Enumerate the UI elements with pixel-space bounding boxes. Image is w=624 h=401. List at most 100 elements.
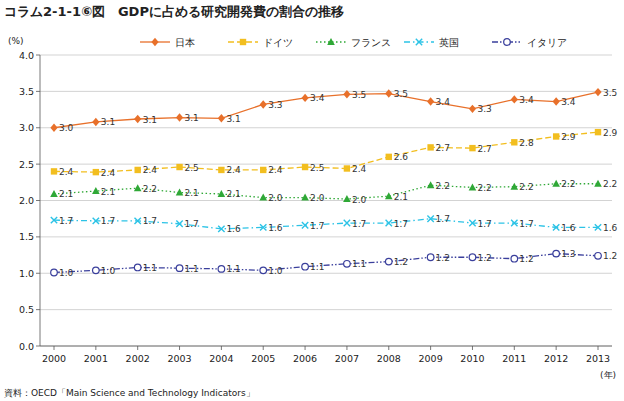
- marker: [385, 258, 392, 265]
- marker: [469, 105, 476, 113]
- marker: [218, 167, 224, 173]
- data-label: 3.1: [143, 115, 157, 125]
- marker: [553, 224, 559, 230]
- x-tick-label: 2005: [251, 353, 275, 364]
- x-tick-label: 2002: [126, 353, 150, 364]
- data-label: 1.6: [603, 223, 618, 233]
- data-label: 3.5: [394, 89, 408, 99]
- marker: [134, 184, 142, 191]
- data-label: 1.2: [477, 253, 491, 263]
- data-label: 2.6: [394, 152, 409, 162]
- x-tick-label: 2004: [209, 353, 233, 364]
- data-label: 2.5: [185, 163, 199, 173]
- marker: [469, 145, 475, 151]
- y-tick: [36, 309, 40, 310]
- marker: [469, 183, 477, 190]
- y-tick-label: 2.5: [19, 159, 34, 170]
- data-labels: 3.03.13.13.13.13.33.43.53.53.43.33.43.43…: [59, 88, 618, 278]
- marker: [218, 226, 224, 232]
- x-tick-label: 2008: [377, 353, 401, 364]
- grid-line: [40, 309, 612, 310]
- marker: [595, 129, 601, 135]
- data-label: 2.2: [436, 181, 450, 191]
- marker: [134, 264, 141, 271]
- x-tick: [346, 346, 347, 350]
- grid-line: [40, 273, 612, 274]
- grid-line: [40, 164, 612, 165]
- marker: [469, 220, 475, 226]
- marker: [51, 217, 57, 223]
- plot-area: [50, 88, 602, 276]
- data-label: 2.1: [394, 192, 408, 202]
- legend-marker: [240, 39, 246, 45]
- marker: [386, 220, 392, 226]
- marker: [260, 167, 266, 173]
- data-label: 2.2: [519, 182, 533, 192]
- data-label: 3.3: [268, 100, 282, 110]
- legend-marker: [151, 38, 158, 46]
- x-tick-label: 2010: [460, 353, 484, 364]
- data-label: 2.2: [561, 179, 575, 189]
- x-axis-line: [40, 346, 612, 347]
- x-tick: [514, 346, 515, 350]
- x-tick: [221, 346, 222, 350]
- data-label: 2.4: [143, 165, 158, 175]
- x-tick-label: 2001: [84, 353, 108, 364]
- grid-line: [40, 55, 612, 56]
- data-label: 1.1: [185, 264, 199, 274]
- data-label: 3.4: [310, 93, 325, 103]
- data-label: 2.0: [352, 195, 367, 205]
- grid-line: [40, 200, 612, 201]
- data-label: 2.1: [101, 187, 115, 197]
- x-tick-label: 2012: [544, 353, 568, 364]
- title: コラム2-1-1⑥図 GDPに占める研究開発費の割合の推移: [4, 4, 344, 19]
- data-label: 2.9: [561, 132, 576, 142]
- data-label: 1.6: [268, 223, 283, 233]
- data-label: 1.7: [185, 219, 199, 229]
- y-tick: [36, 236, 40, 237]
- y-tick-label: 4.0: [19, 50, 34, 61]
- marker: [50, 190, 58, 197]
- marker: [176, 221, 182, 227]
- marker: [260, 100, 267, 108]
- data-label: 1.1: [143, 263, 157, 273]
- legend-label: フランス: [351, 37, 391, 48]
- marker: [92, 118, 99, 126]
- data-label: 2.9: [603, 128, 618, 138]
- marker: [260, 224, 266, 230]
- data-label: 1.7: [101, 216, 115, 226]
- data-label: 2.4: [226, 165, 241, 175]
- data-label: 3.4: [519, 95, 534, 105]
- marker: [385, 89, 392, 97]
- grid-line: [40, 236, 612, 237]
- y-tick-label: 3.0: [19, 122, 34, 133]
- data-label: 2.2: [603, 179, 617, 189]
- data-label: 1.2: [603, 251, 617, 261]
- y-tick-label: 0.5: [19, 304, 34, 315]
- data-label: 1.7: [394, 219, 408, 229]
- y-tick-label: 2.0: [19, 195, 34, 206]
- data-label: 1.1: [226, 264, 240, 274]
- marker: [302, 222, 308, 228]
- marker: [343, 195, 351, 202]
- legend: 日本ドイツフランス英国イタリア: [140, 37, 567, 48]
- data-label: 1.1: [310, 262, 324, 272]
- marker: [176, 265, 183, 272]
- data-label: 3.1: [226, 114, 240, 124]
- marker: [301, 94, 308, 102]
- marker: [511, 95, 518, 103]
- grid-line: [40, 346, 612, 347]
- data-label: 2.4: [352, 164, 367, 174]
- x-axis-label: (年): [600, 370, 616, 380]
- data-label: 1.7: [143, 216, 157, 226]
- source-note: 資料：OECD「Main Science and Technology Indi…: [4, 388, 255, 398]
- marker: [427, 144, 433, 150]
- legend-label: 日本: [175, 37, 195, 48]
- data-label: 1.2: [436, 253, 450, 263]
- marker: [552, 180, 560, 187]
- marker: [386, 154, 392, 160]
- data-label: 2.2: [143, 184, 157, 194]
- x-tick: [430, 346, 431, 350]
- marker: [176, 164, 182, 170]
- data-label: 2.0: [310, 193, 325, 203]
